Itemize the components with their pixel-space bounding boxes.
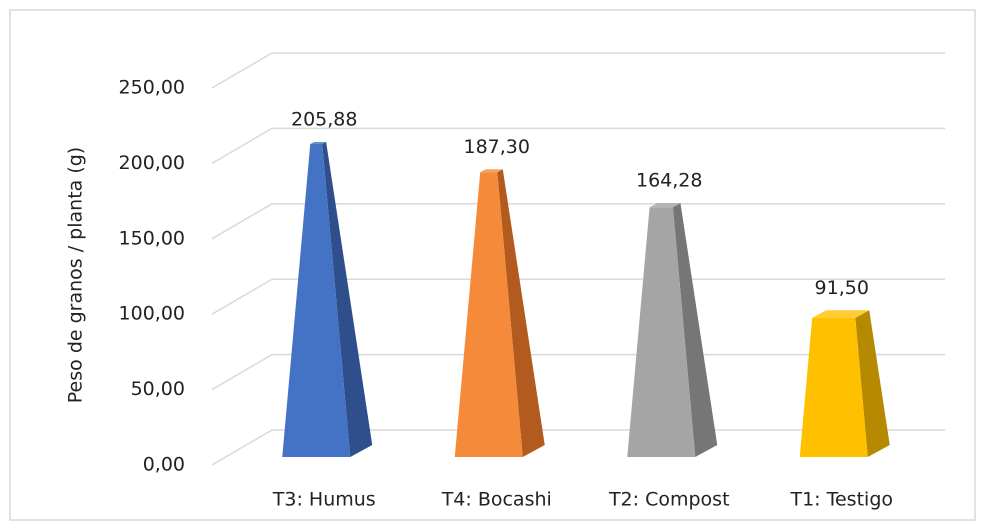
x-tick-label: T4: Bocashi (441, 489, 552, 511)
pyramid-front (799, 317, 868, 457)
grid-line (211, 203, 945, 240)
pyramid-top (310, 141, 327, 145)
pyramid-top (480, 169, 503, 173)
data-label: 187,30 (464, 136, 530, 158)
y-tick-label: 150,00 (119, 227, 185, 249)
grid-line (211, 278, 945, 315)
y-tick-label: 0,00 (143, 454, 185, 476)
x-tick-label: T2: Compost (608, 489, 730, 511)
y-tick-label: 200,00 (119, 152, 185, 174)
grid-line (211, 52, 945, 89)
data-label: 91,50 (815, 277, 869, 299)
data-label: 205,88 (291, 108, 357, 130)
pyramid-side (672, 203, 718, 457)
pyramid-side (855, 310, 890, 457)
pyramid-front (627, 207, 696, 457)
pyramid-side (322, 141, 373, 457)
grid-line (211, 353, 945, 391)
pyramid-side (497, 169, 545, 457)
x-tick-label: T1: Testigo (789, 489, 893, 511)
pyramid-top (649, 203, 681, 208)
x-tick-label: T3: Humus (272, 489, 376, 511)
pyramid-top (812, 310, 870, 318)
pyramid-front (282, 144, 351, 458)
grid-line (211, 127, 945, 165)
y-tick-label: 50,00 (131, 378, 185, 400)
y-tick-label: 100,00 (119, 303, 185, 325)
y-axis-title: Peso de granos / planta (g) (65, 147, 87, 403)
pyramid-front (454, 172, 523, 457)
y-tick-label: 250,00 (119, 77, 185, 99)
data-label: 164,28 (636, 170, 702, 192)
grid-line (211, 429, 945, 466)
